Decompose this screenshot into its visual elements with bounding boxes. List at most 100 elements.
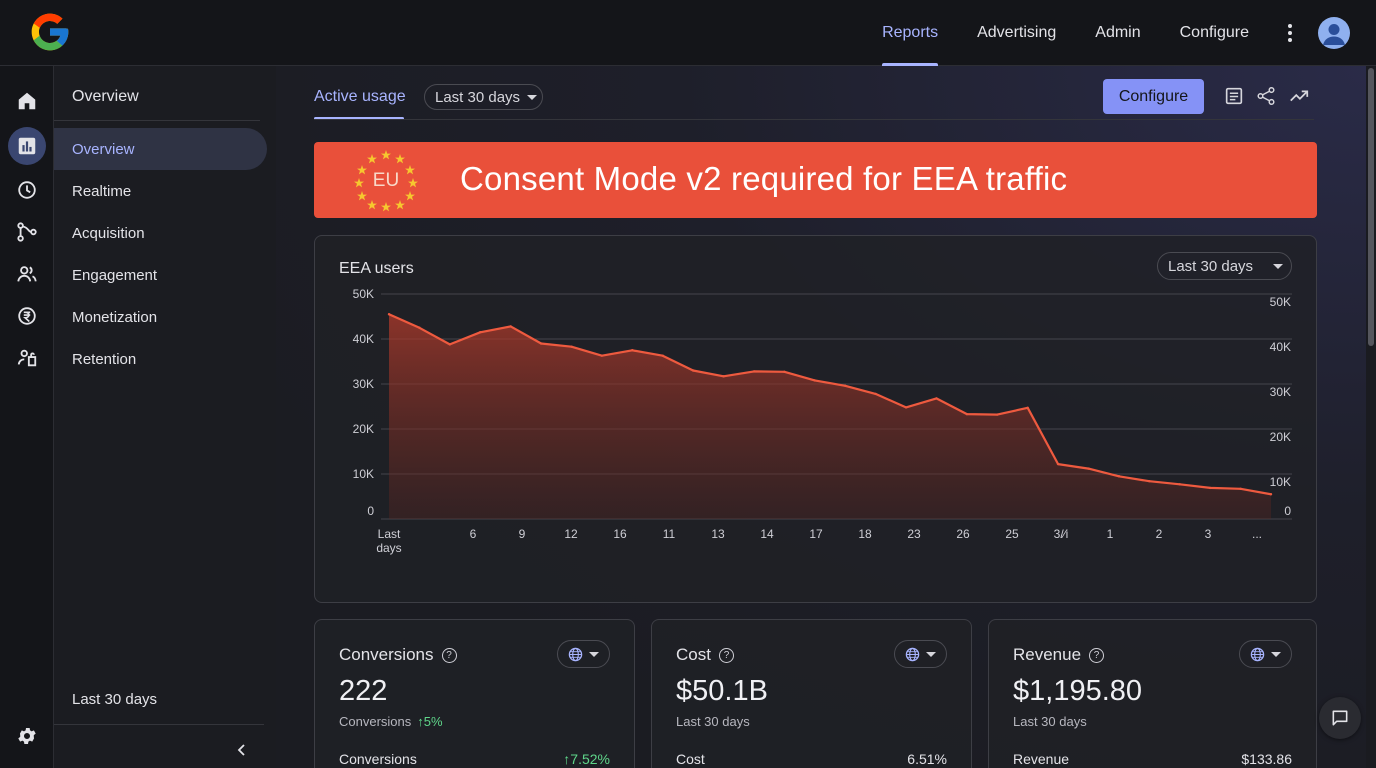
retention-icon (17, 349, 37, 367)
x-tick-label: 2 (1156, 527, 1163, 541)
rail-acquisition[interactable] (8, 213, 46, 251)
help-icon[interactable]: ? (441, 647, 457, 663)
eea-users-card: EEA users Last 30 days 0 10K 20K 30K 40K 50K … (314, 235, 1317, 603)
top-app-bar: Reports Advertising Admin Configure (0, 0, 1376, 66)
sidebar-footer-date: Last 30 days (72, 691, 158, 708)
data-point (448, 343, 452, 346)
help-icon[interactable]: ? (1089, 647, 1105, 663)
y-tick-label-right: 30K (1270, 385, 1291, 399)
divider (54, 724, 264, 725)
metric-value: 222 (339, 675, 388, 707)
caret-down-icon (527, 94, 538, 100)
more-vert-icon[interactable] (1280, 21, 1300, 45)
metric-row-label: Conversions (339, 751, 417, 767)
rail-reports[interactable] (8, 127, 46, 165)
sidebar-item-engagement[interactable]: Engagement (72, 266, 158, 284)
nav-reports[interactable]: Reports (882, 0, 939, 66)
tab-active-usage[interactable]: Active usage (314, 88, 406, 105)
eea-users-chart: 0 10K 20K 30K 40K 50K 0 10K 20K 30K 40K 50K Lastda… (353, 287, 1292, 555)
metric-subtitle: Conversions ↑5% (339, 714, 443, 729)
metric-title: Conversions? (339, 645, 457, 665)
globe-icon (1250, 647, 1265, 661)
rail-retention[interactable] (8, 339, 46, 377)
date-range-dropdown[interactable]: Last 30 days (424, 84, 543, 110)
report-sidebar: Overview Overview Realtime Acquisition E… (54, 66, 276, 768)
nav-advertising[interactable]: Advertising (977, 24, 1057, 41)
metric-title-text: Revenue (1013, 645, 1082, 664)
feedback-button[interactable] (1319, 697, 1361, 739)
banner-message: Consent Mode v2 required for EEA traffic (460, 160, 1068, 197)
data-point (1087, 467, 1090, 470)
rail-home[interactable] (8, 82, 46, 120)
customize-report-icon[interactable] (1223, 85, 1245, 107)
data-point (479, 331, 482, 334)
y-tick-label-left: 0 (367, 504, 374, 518)
y-tick-label-left: 20K (353, 422, 374, 436)
metric-card-revenue[interactable]: Revenue? $1,195.80 Last 30 days Revenue … (988, 619, 1317, 768)
rail-realtime[interactable] (8, 171, 46, 209)
region-dropdown[interactable] (557, 640, 610, 668)
metric-value: $50.1B (676, 675, 768, 707)
x-tick-label: 1 (1107, 527, 1114, 541)
metric-title-text: Cost (676, 645, 711, 664)
metric-title-text: Conversions (339, 645, 434, 664)
metric-title: Revenue? (1013, 645, 1105, 665)
region-dropdown[interactable] (894, 640, 947, 668)
data-point (691, 369, 695, 372)
metric-row-label: Revenue (1013, 751, 1070, 767)
account-avatar[interactable] (1318, 17, 1350, 49)
data-point (631, 349, 634, 352)
y-tick-label-right: 50K (1270, 295, 1291, 309)
data-point (1208, 486, 1212, 490)
data-point (904, 406, 908, 409)
x-tick-label: 3 (1205, 527, 1212, 541)
insights-trend-icon[interactable] (1288, 85, 1310, 107)
x-tick-label: 16 (613, 527, 627, 541)
metric-row-value: ↑7.52% (563, 751, 610, 767)
metric-title: Cost? (676, 645, 734, 665)
data-point (600, 354, 604, 357)
metric-card-conversions[interactable]: Conversions? 222 Conversions ↑5% Conversi… (314, 619, 635, 768)
settings-icon (18, 728, 36, 744)
page-scrollbar[interactable] (1366, 66, 1376, 768)
monetization-icon (18, 307, 36, 325)
caret-down-icon (589, 651, 599, 657)
acquisition-icon (17, 222, 37, 242)
rail-settings[interactable] (8, 717, 46, 755)
top-nav: Reports Advertising Admin Configure (882, 0, 1376, 66)
metric-subtitle: Last 30 days (676, 714, 750, 729)
scroll-thumb[interactable] (1368, 68, 1374, 346)
data-point (935, 397, 938, 400)
region-dropdown[interactable] (1239, 640, 1292, 668)
x-tick-label: 18 (858, 527, 872, 541)
eu-flag-icon (354, 150, 418, 212)
google-logo-icon[interactable] (28, 10, 72, 54)
rail-engagement[interactable] (8, 255, 46, 293)
collapse-sidebar-button[interactable] (230, 738, 254, 762)
data-point (722, 375, 725, 378)
sidebar-item-realtime[interactable]: Realtime (72, 182, 132, 200)
chart-date-range-dropdown[interactable]: Last 30 days (1157, 252, 1292, 280)
sidebar-item-acquisition[interactable]: Acquisition (72, 224, 145, 242)
nav-admin[interactable]: Admin (1095, 24, 1141, 41)
y-tick-label-left: 30K (353, 377, 374, 391)
x-tick-label: 26 (956, 527, 970, 541)
rail-monetization[interactable] (8, 297, 46, 335)
left-rail (0, 66, 54, 768)
caret-down-icon (1271, 651, 1281, 657)
sidebar-item-overview[interactable]: Overview (54, 128, 267, 170)
sidebar-item-retention[interactable]: Retention (72, 350, 137, 368)
realtime-icon (18, 181, 36, 199)
help-icon[interactable]: ? (718, 647, 734, 663)
data-point (1239, 487, 1242, 491)
eea-users-area (389, 314, 1271, 519)
nav-configure[interactable]: Configure (1179, 24, 1249, 41)
configure-button[interactable]: Configure (1103, 79, 1204, 114)
sidebar-item-monetization[interactable]: Monetization (72, 308, 158, 326)
metric-change: ↑5% (417, 714, 443, 729)
x-tick-label: 12 (564, 527, 578, 541)
x-tick-label: 11 (663, 527, 676, 541)
data-point (570, 345, 573, 348)
metric-card-cost[interactable]: Cost? $50.1B Last 30 days Cost 6.51% (651, 619, 972, 768)
share-icon[interactable] (1255, 85, 1277, 107)
